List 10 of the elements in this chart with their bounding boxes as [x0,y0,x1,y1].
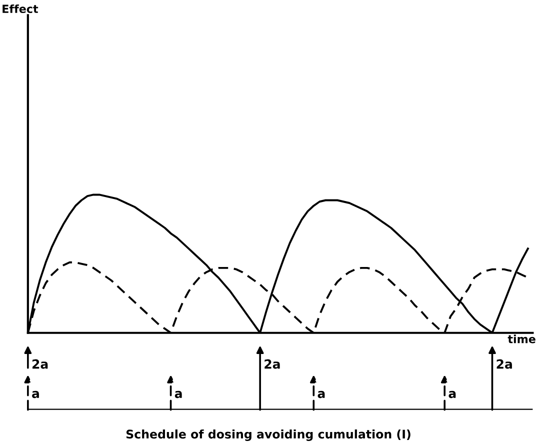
text: 2a [264,359,280,369]
text: a [174,390,182,398]
text: a [448,390,456,398]
text: Effect [2,4,38,14]
text: a [32,390,39,398]
x-axis-title: time [508,334,536,344]
text: 2a [496,359,512,369]
text: a [318,390,325,398]
text: 2a [32,359,48,369]
text: Schedule of dosing avoiding cumulation (I) [126,429,410,441]
